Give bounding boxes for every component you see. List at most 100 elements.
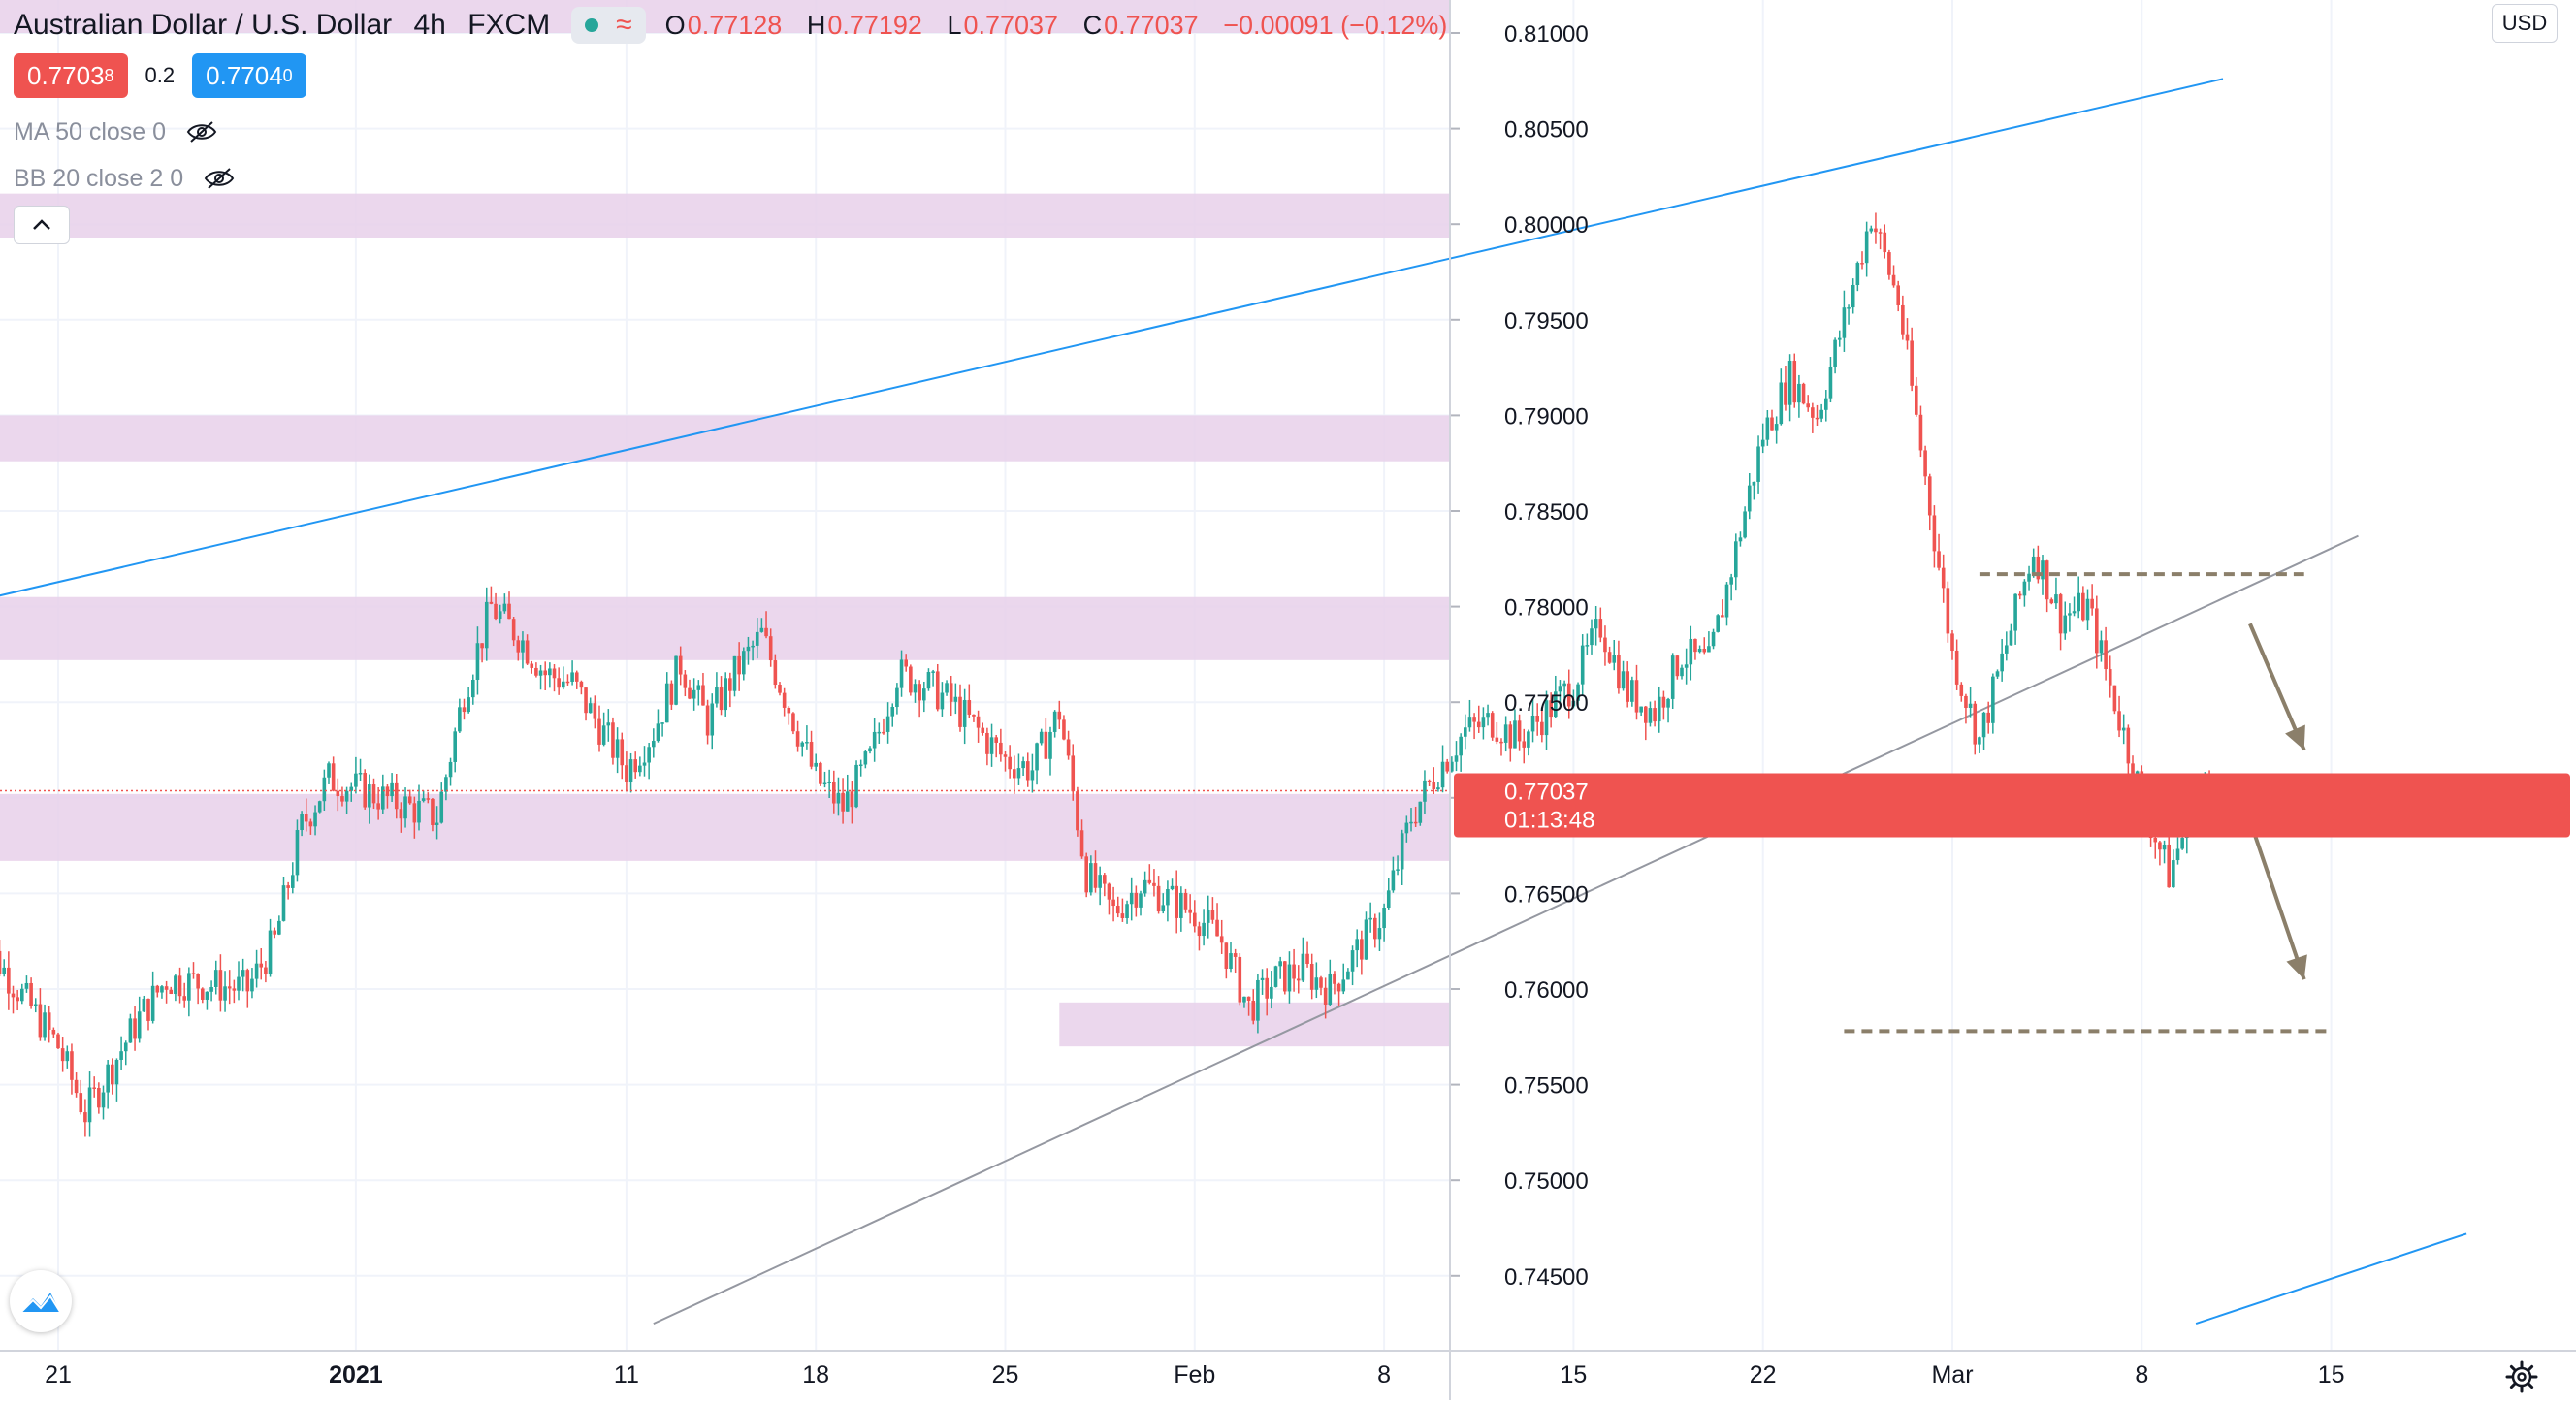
candle-body [1905, 334, 1910, 341]
candle-body [322, 777, 327, 802]
candle-body [1864, 231, 1869, 264]
candle-body [1558, 686, 1562, 692]
candle-body [958, 696, 962, 727]
candle-body [1260, 977, 1265, 980]
candle-body [1932, 515, 1937, 552]
candle-body [2, 967, 6, 974]
candle-body [782, 692, 787, 708]
candle-body [1314, 977, 1319, 990]
data-wave-icon: ≈ [616, 9, 632, 41]
eye-crossed-icon[interactable] [203, 166, 236, 191]
candle-body [1265, 977, 1269, 999]
candle-body [462, 707, 467, 713]
candle-body [1847, 307, 1851, 309]
symbol-title[interactable]: Australian Dollar / U.S. Dollar 4h FXCM [14, 9, 550, 42]
candle-body [660, 722, 664, 724]
candle-body [1787, 361, 1792, 405]
candle-body [985, 732, 989, 754]
candle-body [209, 987, 213, 992]
candle-body [182, 996, 186, 1001]
candle-body [2027, 573, 2031, 582]
sell-button[interactable]: 0.7703 8 [14, 53, 128, 98]
candle-body [1603, 637, 1607, 653]
candle-body [1278, 961, 1282, 967]
candle-body [1219, 936, 1224, 943]
candle-body [1968, 703, 1973, 708]
candle-body [146, 998, 150, 1021]
candle-body [1030, 770, 1035, 781]
tradingview-logo[interactable] [10, 1270, 72, 1332]
candle-body [2180, 838, 2184, 849]
market-status[interactable]: ≈ [571, 7, 646, 44]
time-tick-label: 25 [992, 1361, 1019, 1389]
candle-body [1350, 950, 1355, 972]
candle-body [1621, 671, 1626, 689]
candle-body [426, 798, 431, 800]
candle-body [277, 920, 281, 935]
candle-body [358, 772, 363, 775]
candle-body [800, 742, 805, 747]
candle-body [574, 672, 579, 682]
buy-button[interactable]: 0.7704 0 [192, 53, 306, 98]
candle-body [787, 707, 791, 714]
candle-body [2172, 860, 2175, 888]
candle-body [755, 631, 759, 646]
indicator-bb[interactable]: BB 20 close 2 0 [14, 159, 236, 198]
candle-body [1792, 361, 1797, 403]
candle-body [1887, 252, 1891, 275]
candle-body [164, 986, 169, 990]
candle-body [317, 801, 322, 813]
candle-body [1734, 541, 1738, 578]
candle-body [1644, 706, 1648, 723]
candle-body [1445, 761, 1449, 772]
candle-body [1143, 879, 1147, 894]
candle-body [521, 640, 525, 653]
candle-body [732, 655, 737, 691]
candle-body [669, 683, 674, 705]
candle-body [773, 660, 778, 686]
collapse-legend-button[interactable] [14, 206, 70, 244]
time-tick-label: 11 [614, 1361, 639, 1389]
candle-body [1760, 439, 1765, 447]
candle-body [1309, 963, 1314, 990]
candle-body [111, 1064, 114, 1085]
arrow-shaft [2248, 819, 2306, 980]
price-tick-label: 0.78500 [1504, 499, 1589, 526]
candle-body [254, 963, 259, 979]
interval-label[interactable]: 4h [413, 9, 446, 41]
candle-body [232, 988, 237, 991]
candle-body [1801, 383, 1806, 404]
candle-body [565, 681, 570, 684]
candle-body [354, 773, 358, 787]
currency-button[interactable]: USD [2492, 4, 2558, 43]
candle-body [1336, 983, 1341, 992]
candle-body [174, 975, 177, 995]
candle-body [1360, 939, 1364, 960]
settings-gear-icon[interactable] [2502, 1357, 2541, 1396]
candle-body [890, 707, 895, 717]
candle-body [65, 1051, 70, 1062]
candle-body [737, 655, 741, 675]
candle-body [1107, 883, 1111, 900]
candle-body [1954, 650, 1959, 685]
candle-body [1743, 511, 1747, 538]
candle-body [1256, 979, 1260, 1021]
candle-body [945, 683, 949, 693]
candle-body [1959, 684, 1964, 696]
candle-body [1950, 633, 1954, 651]
candle-body [1540, 721, 1544, 736]
eye-crossed-icon[interactable] [185, 119, 218, 144]
candle-body [1238, 956, 1242, 1003]
candle-body [1292, 964, 1296, 979]
candles [0, 212, 2221, 1137]
last-price-tag [1454, 773, 2570, 838]
candle-body [1233, 953, 1238, 957]
candle-body [137, 1011, 142, 1039]
indicator-ma[interactable]: MA 50 close 0 [14, 112, 218, 151]
candle-body [1964, 695, 1968, 708]
candle-body [949, 683, 953, 702]
candle-body [922, 688, 926, 701]
candle-body [150, 985, 155, 1021]
